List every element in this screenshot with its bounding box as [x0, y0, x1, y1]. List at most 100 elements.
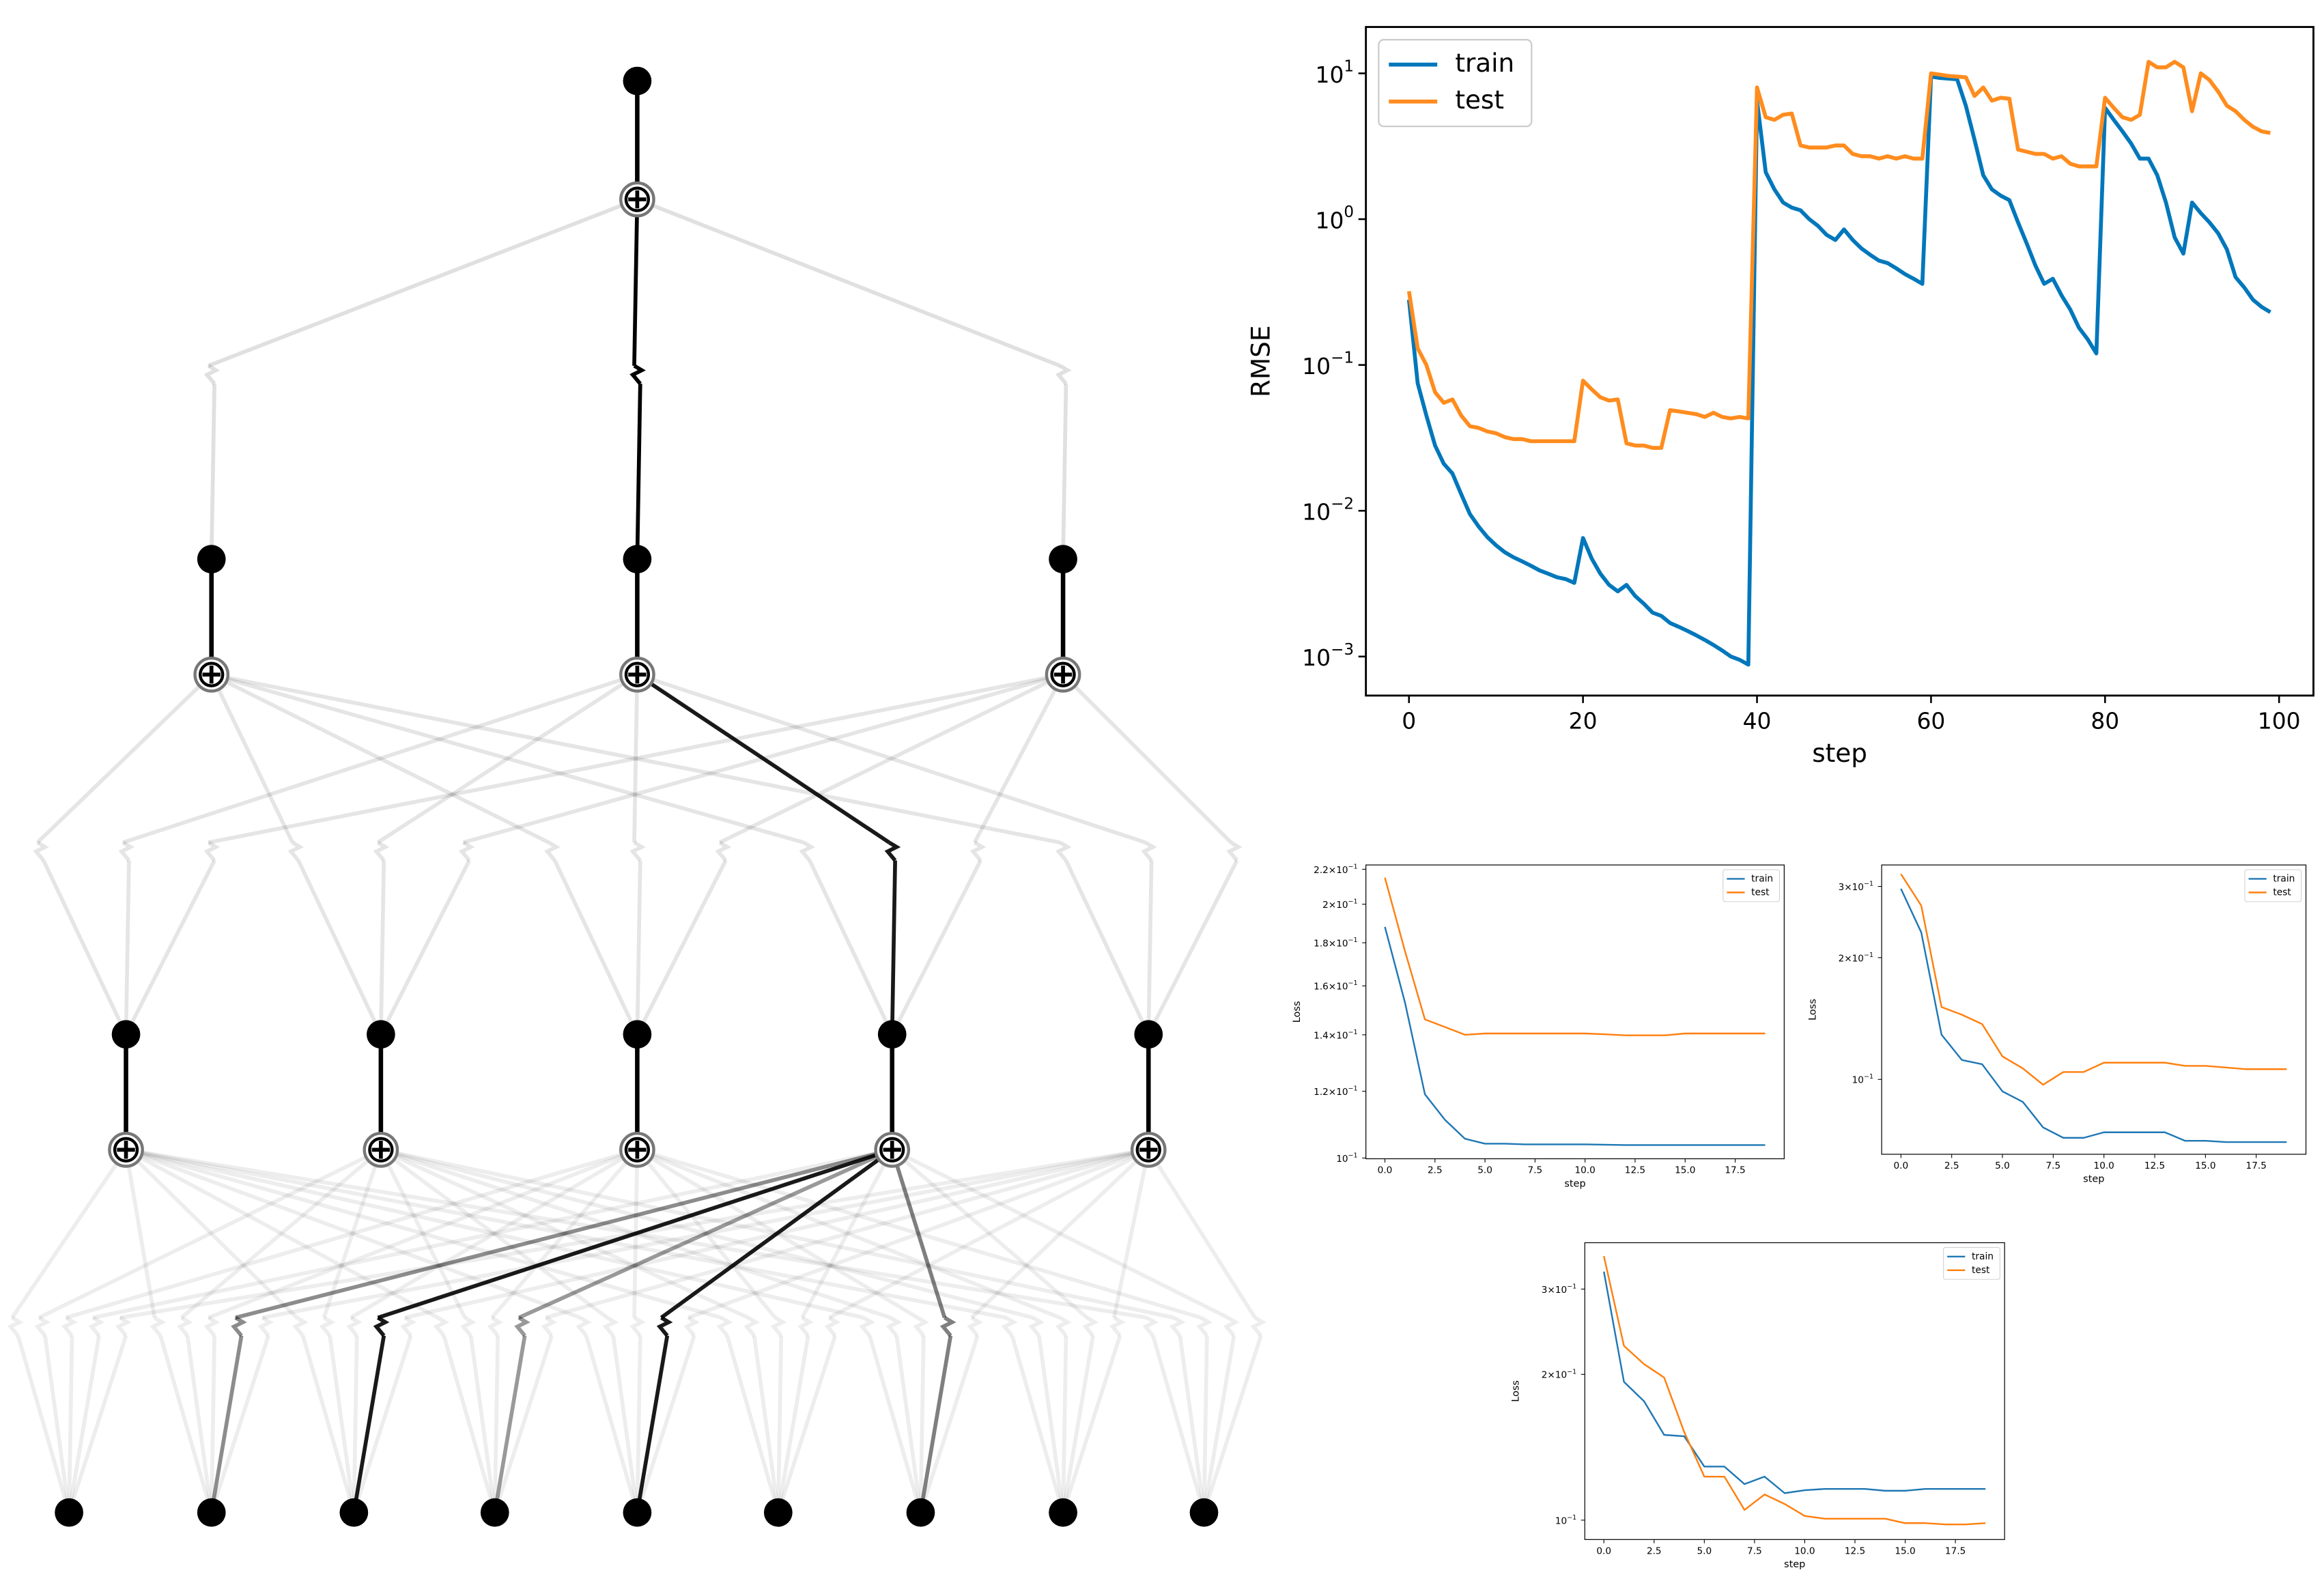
- series-line: [1384, 877, 1766, 1036]
- activation: [346, 1315, 363, 1337]
- activation: [115, 1315, 132, 1337]
- activation: [203, 364, 221, 386]
- x-tick-label: 40: [1743, 707, 1772, 734]
- x-tick-label: 7.5: [1528, 1165, 1543, 1176]
- edge: [1061, 1335, 1068, 1513]
- legend-label: test: [1751, 887, 1770, 898]
- x-tick-label: 12.5: [2144, 1160, 2165, 1171]
- edge: [891, 1147, 1229, 1320]
- x-tick-label: 15.0: [1895, 1545, 1915, 1556]
- tick-exponent: −1: [1864, 1073, 1873, 1081]
- tick-exponent: −2: [1331, 495, 1354, 513]
- edge: [350, 1147, 638, 1320]
- activation: [373, 840, 390, 862]
- edge: [493, 1335, 554, 1513]
- edge: [632, 674, 640, 843]
- node: [480, 1498, 509, 1527]
- edge: [1037, 1335, 1065, 1513]
- y-tick-label: 10−1: [1336, 1152, 1357, 1165]
- x-tick-label: 12.5: [1625, 1165, 1645, 1176]
- edge: [776, 1335, 784, 1513]
- edge: [208, 197, 638, 368]
- activation: [770, 1315, 787, 1337]
- series-line: [1384, 926, 1766, 1146]
- edge: [828, 1147, 1150, 1320]
- edge: [43, 1335, 71, 1513]
- x-tick-label: 2.5: [1647, 1545, 1662, 1556]
- edge: [125, 1147, 581, 1320]
- edge: [518, 1147, 893, 1320]
- node: [197, 1498, 226, 1527]
- plot-frame: [1584, 1242, 2005, 1540]
- activation: [177, 1315, 193, 1337]
- activation: [656, 1315, 673, 1337]
- tick-exponent: −1: [1348, 1085, 1358, 1092]
- edge: [328, 1335, 356, 1513]
- edge: [752, 1335, 780, 1513]
- x-tick-label: 60: [1916, 707, 1945, 734]
- edge: [636, 672, 890, 844]
- sum-sign: [1053, 666, 1073, 684]
- edge: [380, 1147, 1034, 1320]
- edge: [800, 1149, 894, 1319]
- y-tick-label: 10−1: [1852, 1073, 1873, 1086]
- y-tick-label: 2×10−1: [1542, 1368, 1576, 1381]
- activation: [1109, 1315, 1126, 1337]
- x-tick-label: 0.0: [1894, 1160, 1909, 1171]
- sum-sign: [628, 1141, 647, 1159]
- activation: [541, 1315, 558, 1337]
- x-axis-label: step: [1784, 1559, 1805, 1570]
- activation: [1142, 1315, 1159, 1337]
- edge: [611, 1335, 640, 1513]
- edge: [125, 1147, 439, 1320]
- edge: [890, 1149, 947, 1319]
- y-tick-label: 10−1: [1555, 1513, 1576, 1526]
- legend-label: test: [1455, 85, 1504, 115]
- node: [111, 1020, 141, 1049]
- edge: [209, 384, 216, 560]
- activation: [913, 1315, 929, 1337]
- y-axis-label: Loss: [1511, 1380, 1522, 1402]
- y-tick-label: 3×10−1: [1542, 1283, 1576, 1296]
- y-tick-label: 10−1: [1302, 349, 1354, 379]
- activation: [458, 840, 475, 862]
- sum-sign: [883, 1141, 901, 1159]
- edge: [126, 1147, 1007, 1320]
- activation: [203, 1315, 221, 1337]
- tick-exponent: −3: [1331, 640, 1354, 658]
- edge: [158, 1335, 214, 1513]
- edge: [1146, 859, 1239, 1036]
- node: [906, 1498, 935, 1527]
- edge: [210, 672, 804, 844]
- edge: [1064, 859, 1150, 1036]
- edge: [211, 672, 1061, 844]
- series-line: [1900, 888, 2287, 1143]
- edge: [42, 859, 128, 1036]
- node: [367, 1020, 395, 1049]
- activation: [716, 1315, 733, 1337]
- node: [623, 66, 652, 96]
- edge: [261, 1147, 1149, 1320]
- edge: [545, 1147, 1150, 1320]
- tick-base: 2×10: [1322, 900, 1348, 911]
- edge: [124, 1149, 157, 1318]
- y-tick-label: 100: [1315, 203, 1354, 233]
- sum-sign: [628, 190, 647, 209]
- edge: [660, 1148, 894, 1320]
- edge: [636, 1147, 1061, 1320]
- edge: [124, 860, 131, 1035]
- y-tick-label: 1.8×10−1: [1314, 936, 1357, 949]
- activation: [629, 1315, 646, 1337]
- edge: [632, 199, 640, 366]
- activation: [1082, 1315, 1099, 1337]
- edge: [352, 1335, 386, 1513]
- y-tick-label: 10−2: [1302, 495, 1354, 525]
- tick-base: 10: [1302, 498, 1331, 525]
- edge: [210, 673, 294, 844]
- edge: [635, 1335, 642, 1513]
- series-line: [1603, 1271, 1986, 1494]
- node: [623, 1498, 652, 1527]
- x-axis-label: step: [1812, 738, 1867, 768]
- y-tick-label: 101: [1315, 57, 1354, 87]
- edge: [890, 860, 897, 1035]
